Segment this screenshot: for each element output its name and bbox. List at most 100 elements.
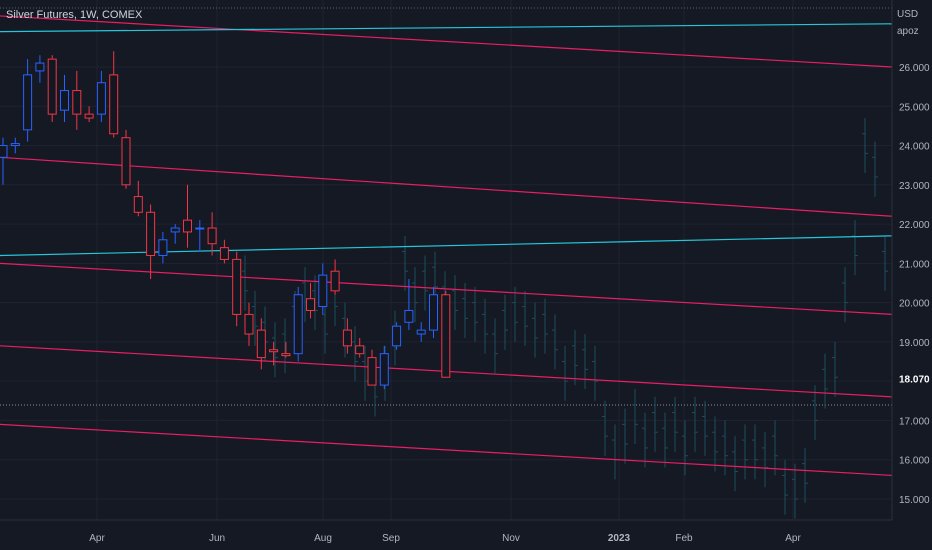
candle	[416, 322, 426, 342]
red-trendline	[0, 15, 893, 68]
price-tick-label: 25.000	[899, 102, 930, 113]
candle-body	[96, 82, 106, 115]
price-tick-label: 21.000	[899, 259, 930, 270]
unit-label[interactable]: apoz	[897, 26, 919, 37]
candle	[195, 220, 205, 252]
candle	[0, 137, 8, 185]
candle-body	[170, 227, 180, 233]
candle	[84, 106, 94, 122]
candle-body	[416, 329, 426, 335]
candle	[256, 318, 266, 370]
red-trendline	[0, 423, 893, 477]
candle	[207, 212, 217, 256]
candle	[35, 55, 45, 83]
candle-body	[367, 357, 377, 386]
candle-body	[306, 298, 315, 311]
candle	[281, 341, 291, 358]
currency-label[interactable]: USD	[897, 9, 919, 20]
candle-body	[330, 270, 340, 292]
price-tick-label: 26.000	[899, 63, 930, 74]
candle	[355, 337, 365, 358]
candle	[379, 345, 389, 390]
candle-body	[441, 294, 451, 378]
candle-body	[146, 211, 156, 256]
candle-body	[109, 74, 119, 135]
candle	[441, 290, 451, 378]
candle-body	[404, 309, 414, 323]
candle	[318, 263, 328, 315]
candle	[367, 349, 377, 386]
time-tick-label: Apr	[89, 533, 105, 544]
trendlines	[0, 15, 893, 477]
candle-body	[293, 294, 303, 355]
candle	[121, 129, 131, 189]
time-tick-label: Jun	[209, 533, 225, 544]
candle-body	[23, 74, 33, 131]
candle-body	[379, 353, 389, 386]
candle	[10, 137, 20, 154]
candle-body	[183, 219, 192, 233]
cyan-trendline	[0, 235, 893, 257]
time-tick-label: Feb	[675, 533, 693, 544]
candle-body	[318, 274, 328, 308]
candle-body	[35, 62, 45, 72]
candle-body	[121, 137, 131, 186]
candle	[244, 302, 254, 346]
price-axis: 26.000 25.000 24.000 23.000 22.000 21.000 20.0…	[891, 0, 930, 520]
candle	[109, 51, 119, 138]
candle-body	[256, 329, 266, 359]
candle	[60, 74, 69, 122]
candle	[342, 318, 352, 354]
time-tick-label: Apr	[785, 533, 801, 544]
candle	[158, 231, 168, 264]
candle-body	[269, 349, 279, 353]
candle-body	[195, 227, 205, 230]
price-tick-label: 22.000	[899, 220, 930, 231]
candle	[133, 180, 143, 217]
candle-body	[158, 239, 168, 256]
price-tick-label: 20.000	[899, 299, 930, 310]
cyan-trendline	[0, 23, 893, 33]
symbol-title: Silver Futures, 1W, COMEX	[6, 9, 143, 21]
time-tick-label: Aug	[314, 533, 332, 544]
candle-body	[232, 258, 242, 315]
candle-body	[207, 227, 217, 245]
candle	[23, 59, 33, 142]
candle	[330, 259, 340, 295]
candle-body	[281, 353, 291, 357]
red-trendline	[0, 156, 893, 217]
candle	[219, 239, 229, 264]
candle-body	[72, 90, 82, 115]
candle	[429, 286, 438, 338]
red-trendline	[0, 262, 893, 316]
candle-body	[342, 329, 352, 347]
time-tick-label: Sep	[382, 533, 400, 544]
candle	[293, 286, 303, 362]
candle	[404, 279, 414, 331]
candle-body	[84, 113, 94, 119]
candle-body	[219, 247, 229, 260]
grid	[0, 0, 892, 520]
candle-body	[429, 294, 438, 331]
time-tick-label: 2023	[608, 533, 631, 544]
candle-body	[355, 345, 365, 355]
candle-body	[60, 90, 69, 111]
candle-body	[392, 325, 402, 347]
candle-body	[133, 196, 143, 213]
candle-body	[47, 58, 57, 115]
time-tick-label: Nov	[502, 533, 520, 544]
candle	[392, 322, 402, 350]
price-tick-label: 19.000	[899, 338, 930, 349]
price-tick-label: 15.000	[899, 495, 930, 506]
price-tick-label: 23.000	[899, 181, 930, 192]
candle	[170, 224, 180, 244]
candle	[47, 55, 57, 122]
candle	[306, 282, 315, 319]
candle	[146, 204, 156, 280]
candle	[232, 251, 242, 327]
candle	[72, 70, 82, 130]
candle	[96, 70, 106, 122]
price-tick-label: 16.000	[899, 456, 930, 467]
